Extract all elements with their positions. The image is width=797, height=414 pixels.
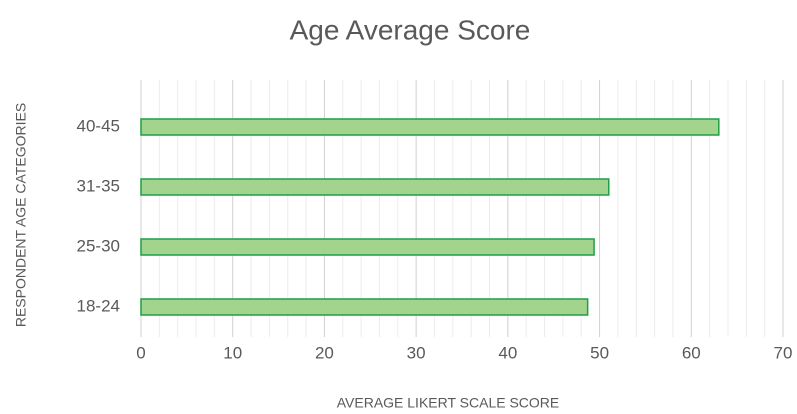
x-tick-label: 20 [315,343,334,362]
y-axis-title: RESPONDENT AGE CATEGORIES [13,103,29,327]
y-tick-label: 40-45 [77,116,120,135]
x-tick-label: 30 [407,343,426,362]
y-tick-label: 25-30 [77,236,120,255]
x-tick-label: 40 [498,343,517,362]
x-tick-label: 10 [223,343,242,362]
bar [140,178,610,196]
x-tick-label: 0 [136,343,145,362]
x-tick-label: 70 [774,343,793,362]
x-tick-label: 60 [682,343,701,362]
y-tick-label: 18-24 [77,296,120,315]
bar [140,118,720,136]
bar [140,298,589,316]
y-tick-label: 31-35 [77,176,120,195]
x-axis-title: AVERAGE LIKERT SCALE SCORE [337,395,560,411]
bar [140,238,595,256]
x-tick-label: 50 [590,343,609,362]
chart-title: Age Average Score [290,14,531,45]
